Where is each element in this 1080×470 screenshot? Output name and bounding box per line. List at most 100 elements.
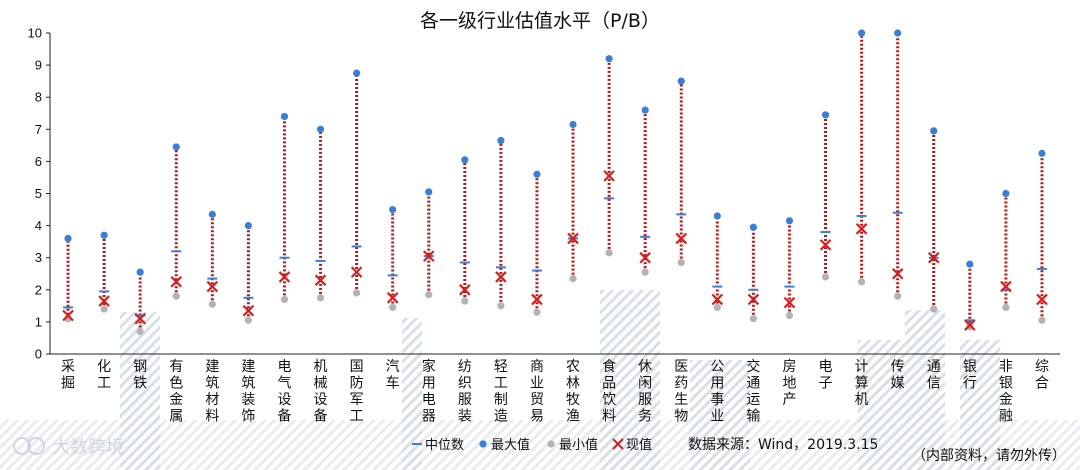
y-tick-label: 10 xyxy=(28,26,42,41)
max-marker xyxy=(785,217,794,225)
min-marker xyxy=(497,302,505,310)
max-marker xyxy=(64,234,72,243)
background-hatch xyxy=(0,290,1080,470)
max-marker xyxy=(244,222,252,230)
max-marker xyxy=(280,112,289,121)
x-tick-label: 钢铁 xyxy=(133,359,147,392)
min-marker xyxy=(785,311,794,320)
current-marker xyxy=(278,271,291,283)
legend-current-marker xyxy=(612,438,624,450)
current-marker xyxy=(495,271,507,283)
x-tick-label: 综合 xyxy=(1035,359,1049,392)
current-marker xyxy=(422,250,435,262)
current-marker xyxy=(783,296,796,309)
min-marker xyxy=(894,292,902,300)
x-tick-label: 计算机 xyxy=(855,359,869,408)
current-marker xyxy=(711,293,724,306)
y-tick-label: 0 xyxy=(35,347,42,362)
min-marker xyxy=(641,268,649,276)
current-marker xyxy=(891,267,904,280)
min-marker xyxy=(100,305,108,313)
min-marker xyxy=(461,297,469,305)
min-marker xyxy=(821,273,830,281)
legend-max-label: 最大值 xyxy=(491,437,530,453)
max-marker xyxy=(136,268,144,276)
current-marker xyxy=(747,293,760,306)
min-marker xyxy=(930,305,938,313)
x-tick-label: 房地产 xyxy=(782,359,796,408)
x-tick-label: 农林牧渔 xyxy=(566,359,580,425)
max-marker xyxy=(605,55,613,63)
watermark-logo: 大数跨境 xyxy=(13,437,124,458)
current-marker xyxy=(242,304,255,317)
x-tick-label: 传媒 xyxy=(891,359,905,392)
max-marker xyxy=(461,156,469,164)
min-marker xyxy=(966,323,974,331)
y-axis: 0 1 2 3 4 5 6 7 8 9 10 xyxy=(28,26,1060,362)
x-tick-label: 纺织服装 xyxy=(458,359,472,425)
min-marker xyxy=(533,308,541,316)
max-marker xyxy=(208,210,216,218)
min-marker xyxy=(172,292,180,300)
max-marker xyxy=(353,69,361,77)
x-tick-label: 商业贸易 xyxy=(530,359,544,425)
current-marker xyxy=(675,232,688,245)
legend-min-marker xyxy=(547,440,555,448)
current-marker xyxy=(314,274,327,286)
max-marker xyxy=(641,106,649,114)
current-marker xyxy=(350,266,363,278)
max-marker xyxy=(966,260,974,268)
watermark-icon xyxy=(13,437,31,455)
max-marker xyxy=(749,223,757,231)
max-marker xyxy=(316,125,325,133)
max-marker xyxy=(894,29,902,37)
min-marker xyxy=(425,291,433,299)
y-tick-label: 1 xyxy=(35,314,42,329)
current-marker xyxy=(170,275,183,288)
x-tick-label: 公用事业 xyxy=(710,359,724,425)
min-marker xyxy=(1002,303,1010,312)
max-marker xyxy=(533,170,541,178)
y-tick-label: 6 xyxy=(35,154,42,169)
chart-title: 各一级行业估值水平（P/B） xyxy=(420,10,660,32)
current-marker xyxy=(855,223,868,235)
y-tick-label: 8 xyxy=(35,90,42,105)
x-tick-label: 医药生物 xyxy=(674,359,688,425)
x-tick-label: 汽车 xyxy=(386,359,400,392)
max-marker xyxy=(497,136,505,145)
watermark-text: 大数跨境 xyxy=(52,437,124,458)
min-marker xyxy=(353,289,361,297)
max-marker xyxy=(858,29,866,37)
plot-area xyxy=(62,29,1048,336)
max-marker xyxy=(389,205,397,214)
y-tick-label: 7 xyxy=(35,122,42,137)
legend-min-label: 最小值 xyxy=(559,437,598,453)
current-marker xyxy=(1000,280,1012,293)
min-marker xyxy=(208,300,216,308)
x-tick-label: 电子 xyxy=(819,359,833,392)
x-tick-label: 轻工制造 xyxy=(494,359,508,425)
max-marker xyxy=(677,77,685,85)
min-marker xyxy=(280,295,289,304)
disclaimer: （内部资料，请勿外传） xyxy=(912,448,1066,464)
current-marker xyxy=(819,239,832,251)
max-marker xyxy=(1002,189,1010,198)
max-marker xyxy=(425,188,433,196)
y-tick-label: 5 xyxy=(35,186,42,201)
x-tick-label: 通信 xyxy=(927,359,941,392)
current-marker xyxy=(1036,293,1048,306)
min-marker xyxy=(858,278,866,286)
max-marker xyxy=(100,231,108,239)
min-marker xyxy=(677,258,685,267)
x-tick-label: 机械设备 xyxy=(314,359,328,425)
max-marker xyxy=(713,212,721,220)
x-tick-label: 建筑材料 xyxy=(205,359,219,425)
current-marker xyxy=(927,251,940,264)
min-marker xyxy=(389,303,397,312)
min-marker xyxy=(605,249,613,257)
current-marker xyxy=(62,309,74,322)
min-marker xyxy=(569,274,577,283)
y-tick-label: 4 xyxy=(35,218,42,233)
y-tick-label: 9 xyxy=(35,58,42,73)
